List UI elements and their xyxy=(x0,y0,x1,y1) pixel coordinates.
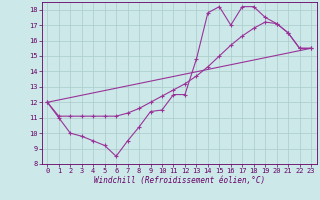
X-axis label: Windchill (Refroidissement éolien,°C): Windchill (Refroidissement éolien,°C) xyxy=(94,176,265,185)
